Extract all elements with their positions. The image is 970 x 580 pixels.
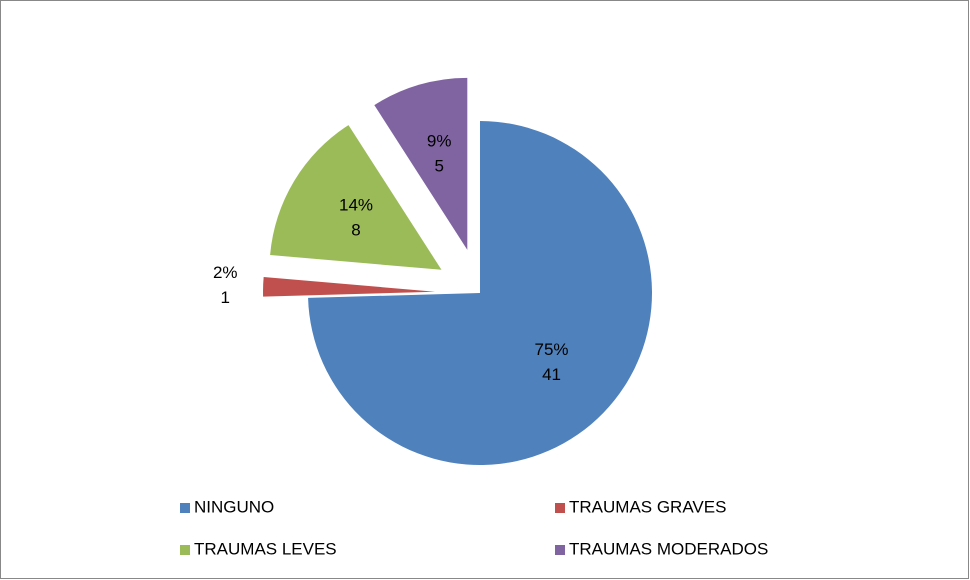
legend-label: TRAUMAS GRAVES: [569, 497, 726, 516]
pie-slice: [308, 121, 652, 466]
value-label: 8: [351, 221, 360, 240]
legend-label: TRAUMAS MODERADOS: [569, 539, 768, 558]
value-label: 1: [221, 288, 230, 307]
pie-slice: [374, 77, 468, 250]
legend-label: NINGUNO: [194, 497, 274, 516]
legend-label: TRAUMAS LEVES: [194, 539, 337, 558]
value-label: 5: [434, 157, 443, 176]
percent-label: 2%: [213, 263, 238, 282]
pie-slice: [263, 276, 436, 297]
pie-slice: [270, 125, 442, 270]
legend-swatch: [555, 545, 565, 555]
percent-label: 9%: [427, 132, 452, 151]
legend-swatch: [180, 545, 190, 555]
legend-swatch: [180, 503, 190, 513]
percent-label: 75%: [535, 340, 569, 359]
legend-swatch: [555, 503, 565, 513]
percent-label: 14%: [339, 196, 373, 215]
value-label: 41: [542, 365, 561, 384]
